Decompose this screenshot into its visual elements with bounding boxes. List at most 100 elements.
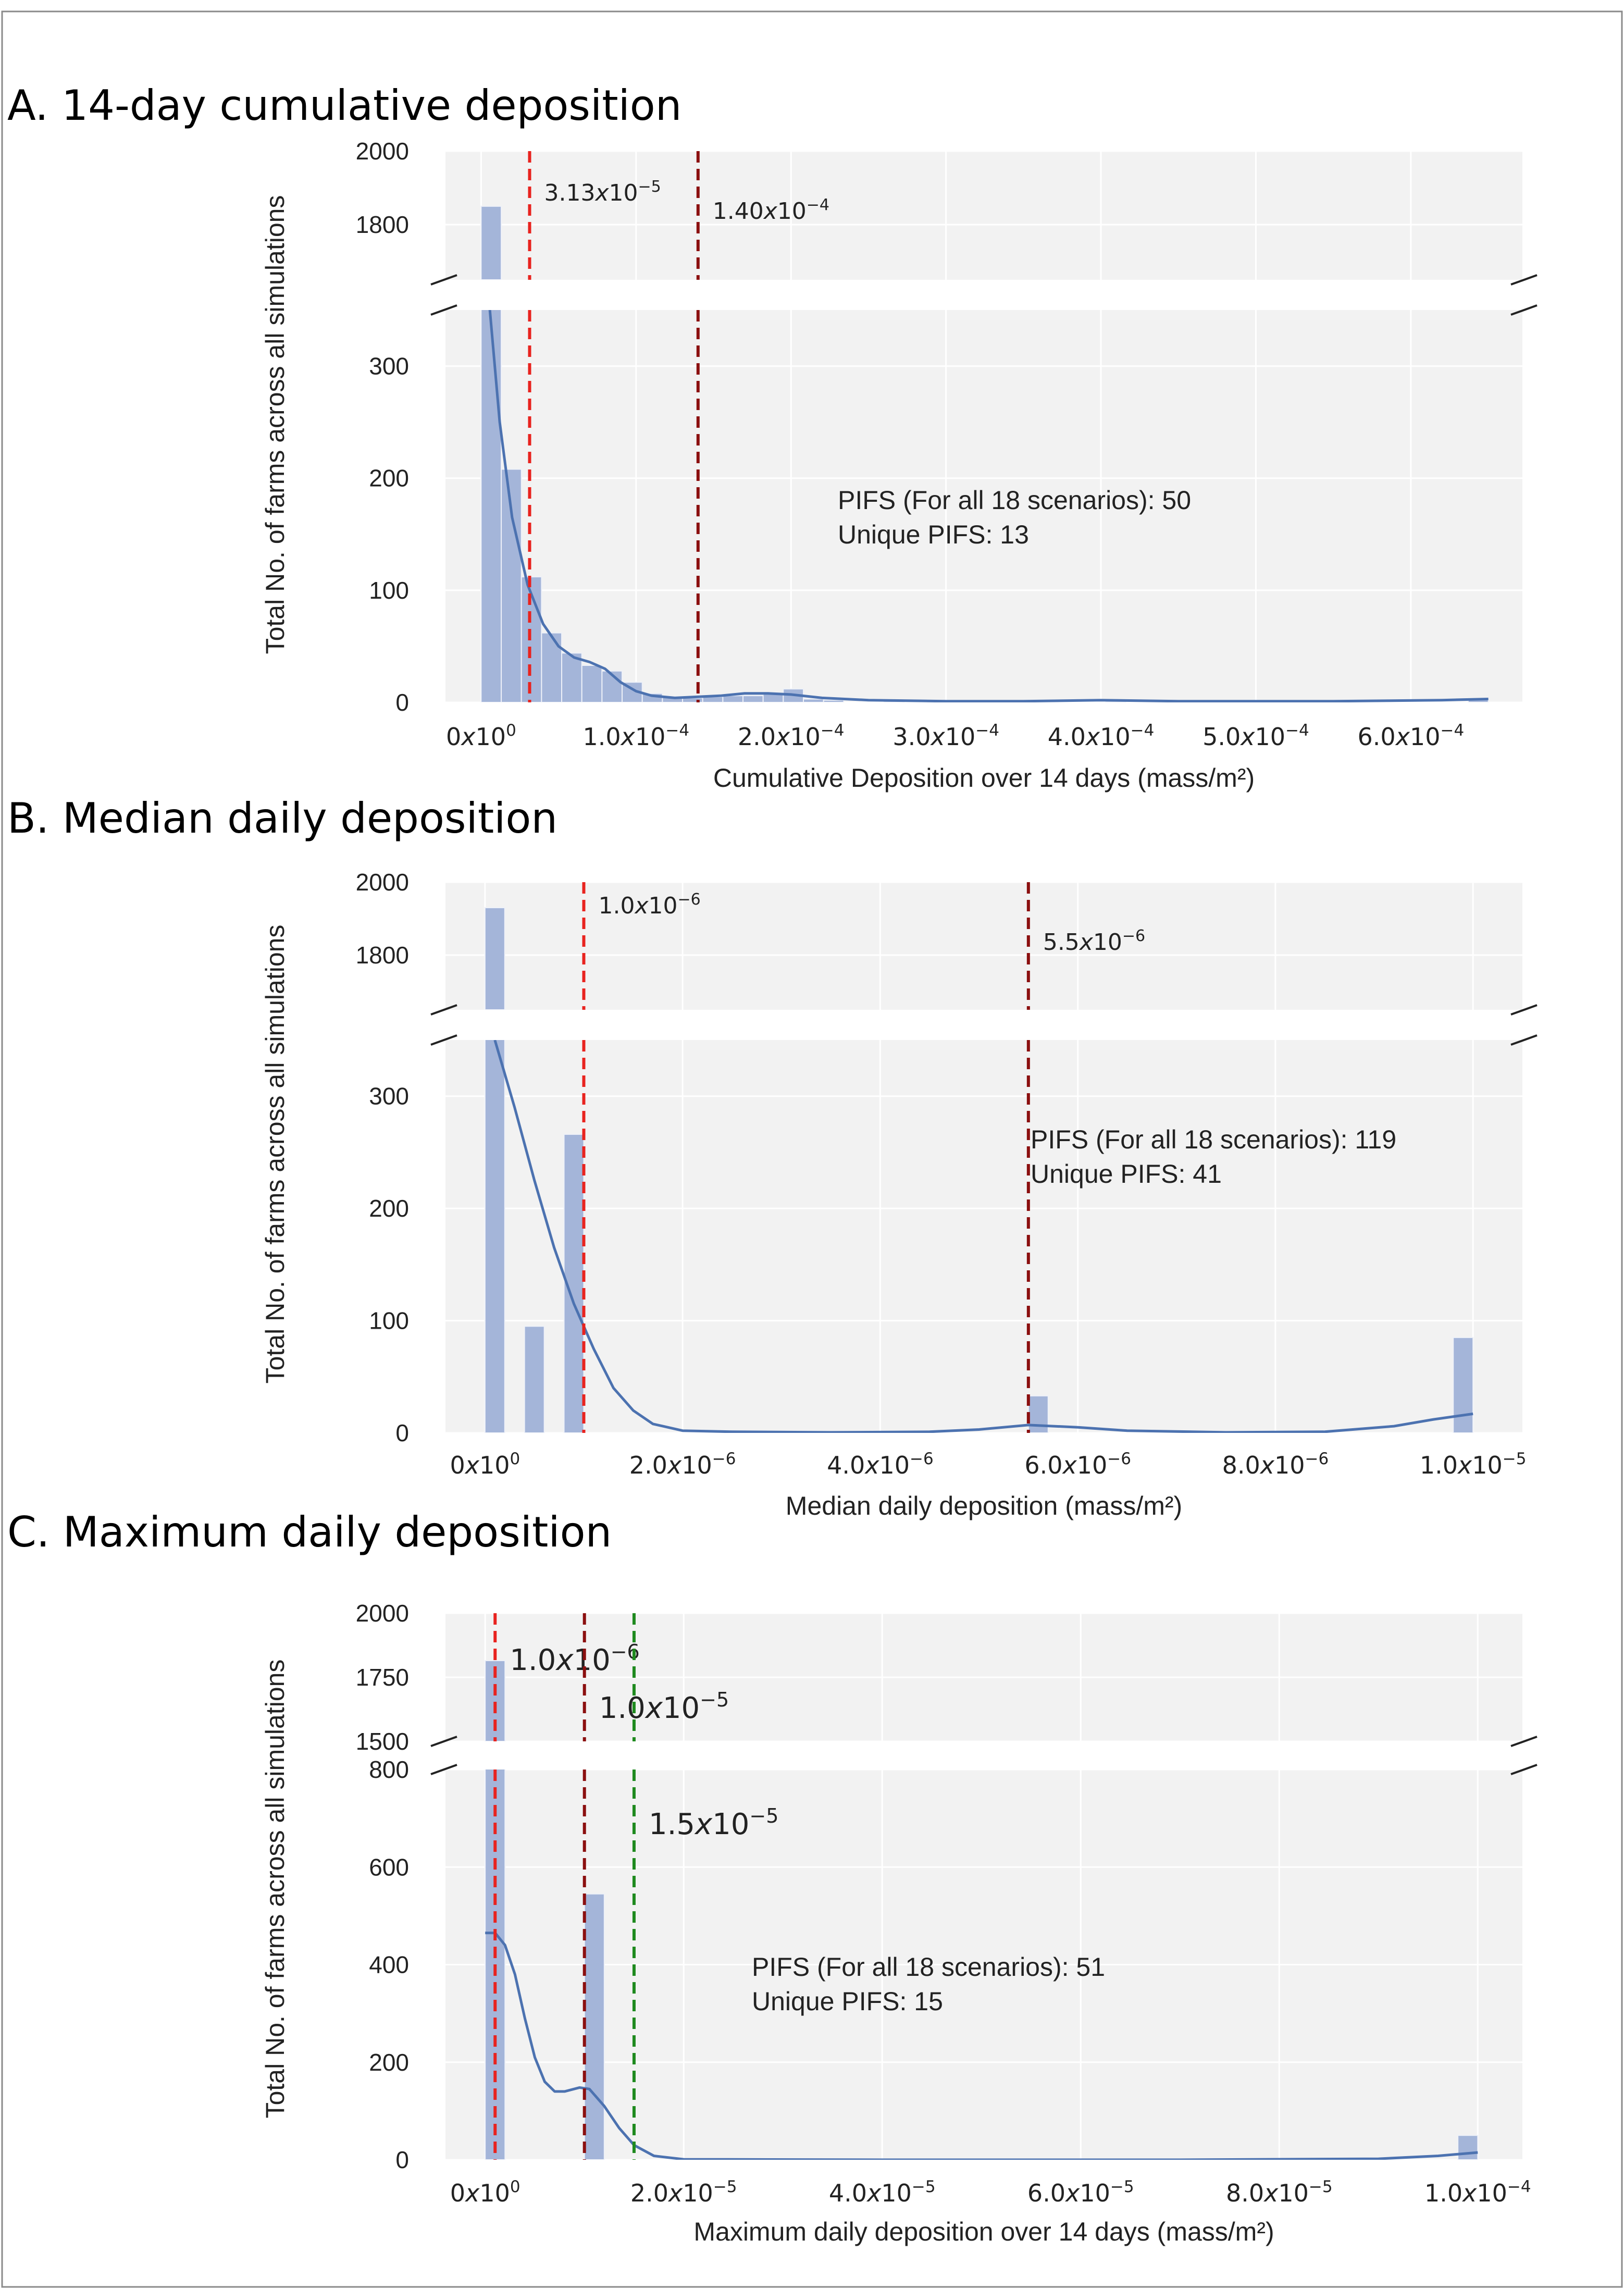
y-tick-label: 100 (369, 577, 409, 604)
y-tick-label: 2000 (356, 1600, 409, 1627)
y-tick-label: 1800 (356, 211, 409, 238)
axis-break-mark (430, 1034, 457, 1046)
threshold-label: 1.0x10−6 (510, 1640, 639, 1677)
y-tick-label: 200 (369, 2049, 409, 2076)
x-tick-label: 3.0x10−4 (892, 721, 999, 751)
x-tick-label: 6.0x10−4 (1358, 721, 1465, 751)
kde-curve (485, 1932, 1478, 2160)
threshold-label: 3.13x10−5 (544, 178, 661, 207)
panel-title: C. Maximum daily deposition (7, 1508, 612, 1556)
y-tick-label: 100 (369, 1307, 409, 1334)
upper-axes-bg (445, 882, 1522, 1010)
histogram-bar (803, 698, 824, 702)
y-tick-label: 800 (369, 1756, 409, 1783)
histogram-bar (561, 652, 582, 702)
x-tick-label: 2.0x10−5 (630, 2177, 737, 2207)
pifs-annotation: PIFS (For all 18 scenarios): 119 (1031, 1125, 1396, 1154)
upper-axes-bg (445, 151, 1522, 280)
y-tick-label: 0 (395, 1419, 409, 1446)
x-tick-label: 4.0x10−6 (827, 1450, 934, 1479)
threshold-label: 1.0x10−6 (598, 890, 700, 920)
axis-break-mark (1510, 304, 1538, 316)
axis-break-mark (1510, 1764, 1538, 1775)
y-tick-label: 300 (369, 353, 409, 380)
pifs-annotation: Unique PIFS: 41 (1031, 1159, 1222, 1189)
histogram-bar (722, 695, 744, 702)
axis-break-mark (430, 1764, 457, 1775)
pifs-annotation: Unique PIFS: 13 (838, 520, 1029, 549)
charts: A. 14-day cumulative deposition180020000… (7, 81, 1554, 2246)
x-axis-label: Maximum daily deposition over 14 days (m… (693, 2217, 1274, 2246)
y-tick-label: 0 (395, 689, 409, 716)
x-tick-label: 8.0x10−5 (1226, 2177, 1333, 2207)
pifs-annotation: PIFS (For all 18 scenarios): 50 (838, 486, 1191, 515)
lower-bars (480, 310, 1489, 702)
axis-break-mark (430, 304, 457, 316)
y-tick-label: 2000 (356, 869, 409, 896)
histogram-bar (541, 632, 563, 702)
histogram-bar (1027, 1395, 1049, 1433)
upper-bars (480, 205, 502, 280)
axis-break-mark (1510, 274, 1538, 286)
panel-title: A. 14-day cumulative deposition (7, 81, 681, 130)
pifs-annotation: PIFS (For all 18 scenarios): 51 (752, 1952, 1105, 1982)
y-tick-label: 0 (395, 2146, 409, 2173)
x-tick-label: 4.0x10−5 (829, 2177, 936, 2207)
histogram-bar (484, 907, 505, 1010)
axis-break-mark (1510, 1034, 1538, 1046)
upper-bars (484, 907, 505, 1010)
y-tick-label: 1500 (356, 1728, 409, 1755)
y-tick-label: 400 (369, 1951, 409, 1978)
y-tick-label: 1750 (356, 1664, 409, 1691)
x-axis-label: Cumulative Deposition over 14 days (mass… (713, 763, 1255, 793)
panel-3: C. Maximum daily deposition1500175020000… (7, 1508, 1554, 2246)
axis-break-mark (430, 274, 457, 286)
axis-break-gap (414, 1010, 1554, 1040)
histogram-bar (823, 699, 845, 702)
axis-break-mark (1510, 1004, 1538, 1016)
histogram-bar (480, 205, 502, 280)
x-tick-label: 2.0x10−4 (738, 721, 845, 751)
lower-bars (484, 1040, 1474, 1433)
axis-break-mark (430, 1736, 457, 1747)
y-axis-label: Total No. of farms across all simulation… (261, 1660, 290, 2119)
x-tick-label: 0x100 (450, 2177, 520, 2207)
x-tick-label: 6.0x10−6 (1024, 1450, 1131, 1479)
histogram-bar (484, 1040, 505, 1433)
x-tick-label: 5.0x10−4 (1202, 721, 1309, 751)
histogram-bar (742, 695, 764, 702)
x-tick-label: 2.0x10−6 (629, 1450, 736, 1479)
threshold-label: 1.5x10−5 (649, 1804, 779, 1841)
y-tick-label: 300 (369, 1083, 409, 1110)
axis-break-mark (430, 1004, 457, 1016)
axis-break-gap (414, 280, 1554, 310)
axis-break-gap (414, 1741, 1554, 1770)
kde-curve (488, 310, 1489, 702)
x-axis-label: Median daily deposition (mass/m²) (786, 1491, 1182, 1520)
y-tick-label: 1800 (356, 942, 409, 969)
lower-axes-bg (445, 1040, 1522, 1433)
x-tick-label: 0x100 (450, 1450, 520, 1479)
y-axis-label: Total No. of farms across all simulation… (261, 925, 290, 1384)
x-tick-label: 1.0x10−4 (1424, 2177, 1531, 2207)
x-tick-label: 6.0x10−5 (1027, 2177, 1134, 2207)
x-tick-label: 8.0x10−6 (1222, 1450, 1329, 1479)
y-tick-label: 2000 (356, 138, 409, 165)
panel-1: A. 14-day cumulative deposition 1800 2000 0… (7, 81, 1554, 793)
threshold-label: 1.40x10−4 (713, 196, 829, 225)
x-tick-label: 1.0x10−5 (1420, 1450, 1527, 1479)
y-tick-label: 200 (369, 465, 409, 492)
threshold-label: 1.0x10−5 (599, 1688, 729, 1725)
y-axis-label: Total No. of farms across all simulation… (261, 195, 290, 654)
x-tick-label: 1.0x10−4 (582, 721, 689, 751)
kde-curve (493, 1040, 1473, 1433)
axis-break-mark (1510, 1736, 1538, 1747)
histogram-bar (1457, 2135, 1479, 2160)
histogram-bar (524, 1326, 545, 1433)
lower-axes-bg (445, 310, 1522, 702)
threshold-label: 5.5x10−6 (1043, 927, 1145, 956)
y-tick-label: 200 (369, 1195, 409, 1222)
histogram-bar (581, 665, 603, 702)
panel-title: B. Median daily deposition (7, 794, 557, 843)
